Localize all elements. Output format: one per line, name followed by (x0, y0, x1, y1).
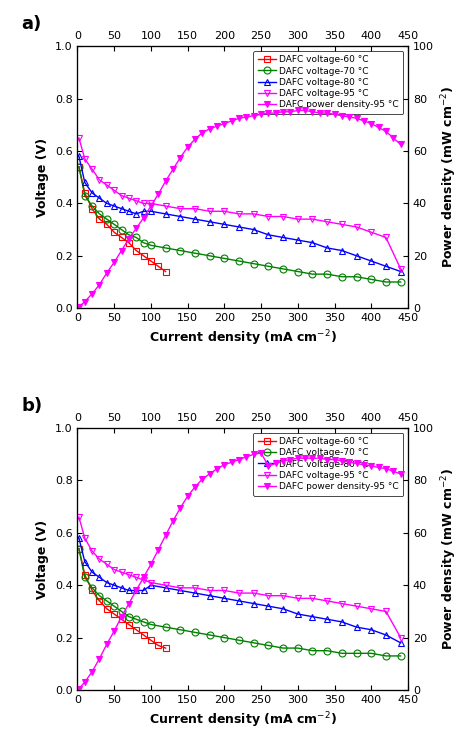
X-axis label: Current density (mA cm$^{-2}$): Current density (mA cm$^{-2}$) (149, 329, 337, 348)
Text: a): a) (21, 15, 42, 33)
Y-axis label: Voltage (V): Voltage (V) (36, 519, 49, 598)
Y-axis label: Power density (mW cm$^{-2}$): Power density (mW cm$^{-2}$) (439, 468, 459, 650)
X-axis label: Current density (mA cm$^{-2}$): Current density (mA cm$^{-2}$) (149, 711, 337, 730)
Y-axis label: Power density (mW cm$^{-2}$): Power density (mW cm$^{-2}$) (439, 86, 459, 268)
Text: b): b) (21, 396, 42, 415)
Y-axis label: Voltage (V): Voltage (V) (36, 138, 49, 217)
Legend: DAFC voltage-60 °C, DAFC voltage-70 °C, DAFC voltage-80 °C, DAFC voltage-95 °C, : DAFC voltage-60 °C, DAFC voltage-70 °C, … (253, 51, 403, 114)
Legend: DAFC voltage-60 °C, DAFC voltage-70 °C, DAFC voltage-80 °C, DAFC voltage-95 °C, : DAFC voltage-60 °C, DAFC voltage-70 °C, … (253, 433, 403, 495)
